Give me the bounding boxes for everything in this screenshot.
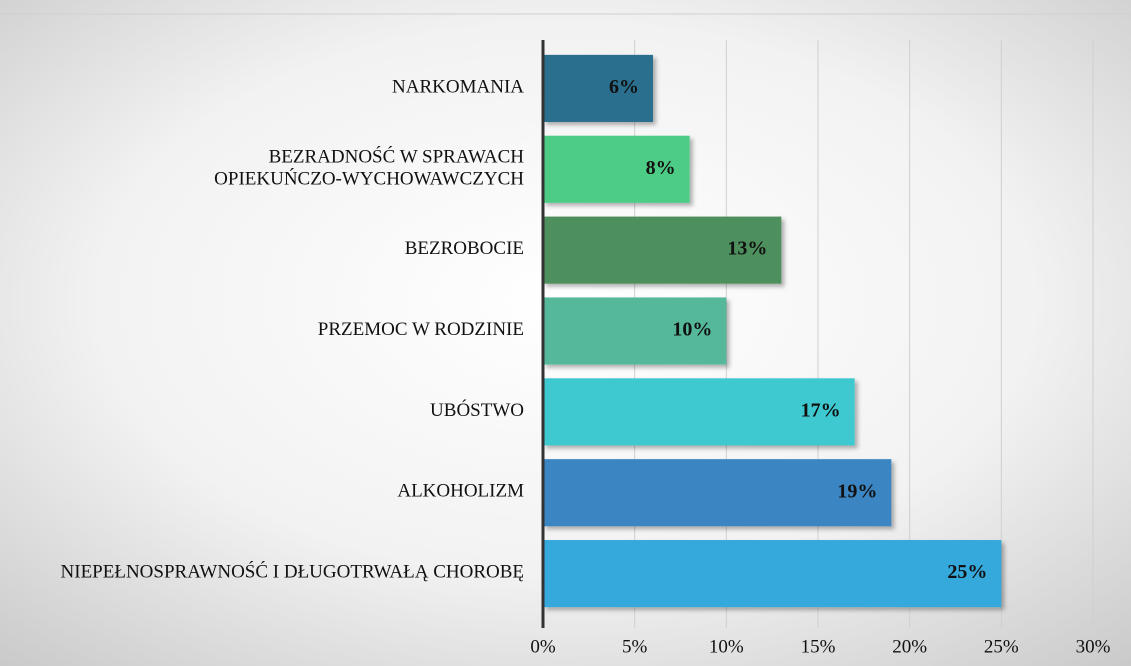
bar bbox=[543, 135, 690, 203]
category-label: UBÓSTWO bbox=[430, 399, 524, 421]
category-label: BEZRADNOŚĆ W SPRAWACH OPIEKUŃCZO-WYCHOWAW… bbox=[214, 146, 524, 190]
value-label: 13% bbox=[727, 238, 767, 260]
bar bbox=[543, 54, 653, 122]
x-tick-label: 0% bbox=[530, 636, 556, 657]
value-label: 25% bbox=[947, 561, 987, 583]
x-tick-label: 15% bbox=[801, 636, 836, 657]
value-label: 10% bbox=[672, 319, 712, 341]
category-label: BEZROBOCIE bbox=[405, 239, 524, 260]
x-tick-label: 10% bbox=[709, 636, 744, 657]
category-label: NARKOMANIA bbox=[392, 77, 524, 98]
value-label: 6% bbox=[609, 76, 639, 98]
bar bbox=[543, 216, 782, 284]
bar bbox=[543, 297, 727, 365]
x-tick-label: 5% bbox=[622, 636, 648, 657]
bar bbox=[543, 540, 1002, 608]
category-label: ALKOHOLIZM bbox=[397, 481, 524, 502]
bar bbox=[543, 378, 855, 446]
x-tick-label: 30% bbox=[1076, 636, 1111, 657]
category-label: NIEPEŁNOSPRAWNOŚĆ I DŁUGOTRWAŁĄ CHOROBĘ bbox=[61, 561, 524, 583]
x-tick-label: 25% bbox=[984, 636, 1019, 657]
x-tick-label: 20% bbox=[892, 636, 927, 657]
category-label: PRZEMOC W RODZINIE bbox=[318, 319, 524, 340]
value-label: 19% bbox=[837, 480, 877, 502]
bar bbox=[543, 459, 892, 527]
value-label: 8% bbox=[646, 157, 676, 179]
value-label: 17% bbox=[801, 399, 841, 421]
